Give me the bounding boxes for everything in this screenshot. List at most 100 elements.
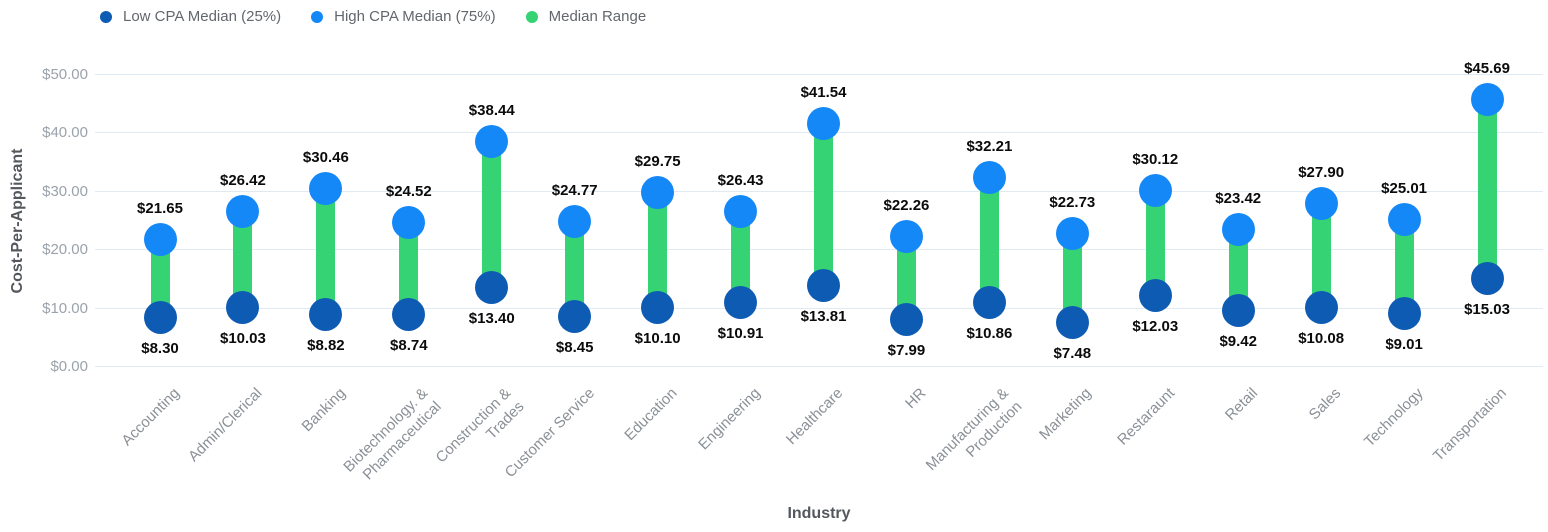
low-cpa-point[interactable] <box>392 298 426 332</box>
median-range-bar[interactable] <box>1145 190 1165 296</box>
median-range-bar[interactable] <box>896 236 916 320</box>
x-tick-label: Engineering <box>694 384 764 454</box>
x-tick-label: Transportation <box>1429 384 1510 465</box>
high-cpa-point[interactable] <box>1055 216 1089 250</box>
legend-item-0[interactable]: Low CPA Median (25%) <box>100 8 281 25</box>
x-tick-label: Biotechnology. & Pharmaceutical <box>340 384 445 484</box>
high-cpa-point[interactable] <box>143 223 177 257</box>
median-range-bar[interactable] <box>1477 99 1497 279</box>
median-range-bar[interactable] <box>1062 233 1082 323</box>
high-cpa-point[interactable] <box>475 125 509 158</box>
legend-item-label: Median Range <box>548 8 647 25</box>
median-range-bar[interactable] <box>565 221 585 317</box>
low-value-label: $10.86 <box>966 325 1013 343</box>
low-value-label: $7.99 <box>887 341 926 359</box>
x-tick-label: Restaraunt <box>1114 384 1179 449</box>
x-tick-label: Education <box>621 384 681 444</box>
low-cpa-point[interactable] <box>807 268 841 302</box>
median-range-bar[interactable] <box>1394 219 1414 314</box>
x-tick-label: Marketing <box>1036 384 1096 444</box>
high-cpa-point[interactable] <box>972 161 1006 195</box>
high-cpa-point[interactable] <box>889 219 923 253</box>
low-value-label: $8.74 <box>390 337 428 355</box>
legend-item-2[interactable]: Median Range <box>525 8 647 25</box>
median-range-bar[interactable] <box>1228 229 1248 311</box>
low-cpa-point[interactable] <box>309 297 343 331</box>
y-axis-title: Cost-Per-Applicant <box>9 148 26 294</box>
high-cpa-point[interactable] <box>724 195 758 229</box>
low-cpa-point[interactable] <box>475 271 509 305</box>
median-range-bar[interactable] <box>316 188 336 315</box>
x-axis-title: Industry <box>787 505 851 522</box>
median-range-bar[interactable] <box>979 177 999 303</box>
high-cpa-point[interactable] <box>558 204 592 238</box>
high-value-label: $32.21 <box>966 138 1013 156</box>
high-value-label: $30.12 <box>1132 150 1179 168</box>
low-value-label: $10.91 <box>717 324 764 342</box>
low-cpa-point[interactable] <box>1304 290 1338 324</box>
median-range-bar[interactable] <box>233 211 253 308</box>
high-cpa-point[interactable] <box>1138 173 1172 207</box>
high-value-label: $41.54 <box>800 83 847 101</box>
median-range-bar[interactable] <box>814 123 834 286</box>
low-cpa-point[interactable] <box>226 290 260 324</box>
low-cpa-point[interactable] <box>1055 305 1089 339</box>
high-cpa-point[interactable] <box>309 171 343 205</box>
x-tick-label: Sales <box>1305 384 1344 424</box>
high-value-label: $25.01 <box>1381 180 1428 198</box>
median-range-bar[interactable] <box>150 239 170 318</box>
y-tick-label: $40.00 <box>42 124 88 142</box>
median-range-bar[interactable] <box>399 222 419 315</box>
high-value-label: $24.52 <box>385 183 432 201</box>
y-tick-label: $50.00 <box>42 66 88 83</box>
low-value-label: $12.03 <box>1132 318 1179 336</box>
median-range-bar[interactable] <box>648 192 668 307</box>
low-cpa-point[interactable] <box>1221 294 1255 328</box>
high-value-label: $23.42 <box>1215 189 1262 207</box>
low-value-label: $9.42 <box>1219 333 1257 351</box>
x-tick-label: Retail <box>1221 384 1261 424</box>
median-range-bar[interactable] <box>482 141 502 288</box>
low-cpa-point[interactable] <box>1387 296 1421 330</box>
low-cpa-point[interactable] <box>558 300 592 334</box>
low-value-label: $9.01 <box>1385 335 1423 353</box>
high-cpa-point[interactable] <box>1304 186 1338 220</box>
low-value-label: $10.10 <box>634 329 681 347</box>
high-value-label: $27.90 <box>1298 163 1345 181</box>
low-cpa-point[interactable] <box>972 286 1006 320</box>
high-value-label: $22.73 <box>1049 193 1096 211</box>
high-cpa-point[interactable] <box>1470 82 1504 116</box>
legend-dot-icon <box>100 10 112 23</box>
low-cpa-point[interactable] <box>724 285 758 319</box>
low-value-label: $8.30 <box>141 340 179 358</box>
high-cpa-point[interactable] <box>641 175 675 209</box>
median-range-bar[interactable] <box>731 211 751 303</box>
legend: Low CPA Median (25%) High CPA Median (75%… <box>100 8 646 25</box>
low-cpa-point[interactable] <box>1138 279 1172 313</box>
median-range-bar[interactable] <box>1311 203 1331 308</box>
low-cpa-point[interactable] <box>889 302 923 336</box>
grid-line <box>95 366 1543 367</box>
y-tick-label: $0.00 <box>50 358 88 375</box>
legend-item-label: Low CPA Median (25%) <box>123 8 282 25</box>
high-value-label: $21.65 <box>137 200 183 218</box>
x-tick-label: Healthcare <box>782 384 847 449</box>
high-cpa-point[interactable] <box>1387 203 1421 237</box>
high-cpa-point[interactable] <box>1221 212 1255 246</box>
legend-item-1[interactable]: High CPA Median (75%) <box>311 8 496 25</box>
low-value-label: $15.03 <box>1464 300 1510 318</box>
low-cpa-point[interactable] <box>1470 261 1504 295</box>
high-value-label: $26.42 <box>219 172 266 190</box>
high-cpa-point[interactable] <box>392 206 426 240</box>
high-cpa-point[interactable] <box>226 195 260 229</box>
x-tick-label: HR <box>901 384 930 413</box>
x-tick-label: Banking <box>298 384 349 436</box>
y-tick-label: $30.00 <box>42 182 88 200</box>
y-tick-label: $20.00 <box>42 241 88 259</box>
legend-dot-icon <box>525 10 538 23</box>
x-tick-label: Manufacturing & Production <box>922 384 1026 474</box>
high-value-label: $45.69 <box>1464 59 1510 77</box>
low-cpa-point[interactable] <box>641 290 675 324</box>
low-cpa-point[interactable] <box>143 301 177 335</box>
high-cpa-point[interactable] <box>807 106 841 140</box>
